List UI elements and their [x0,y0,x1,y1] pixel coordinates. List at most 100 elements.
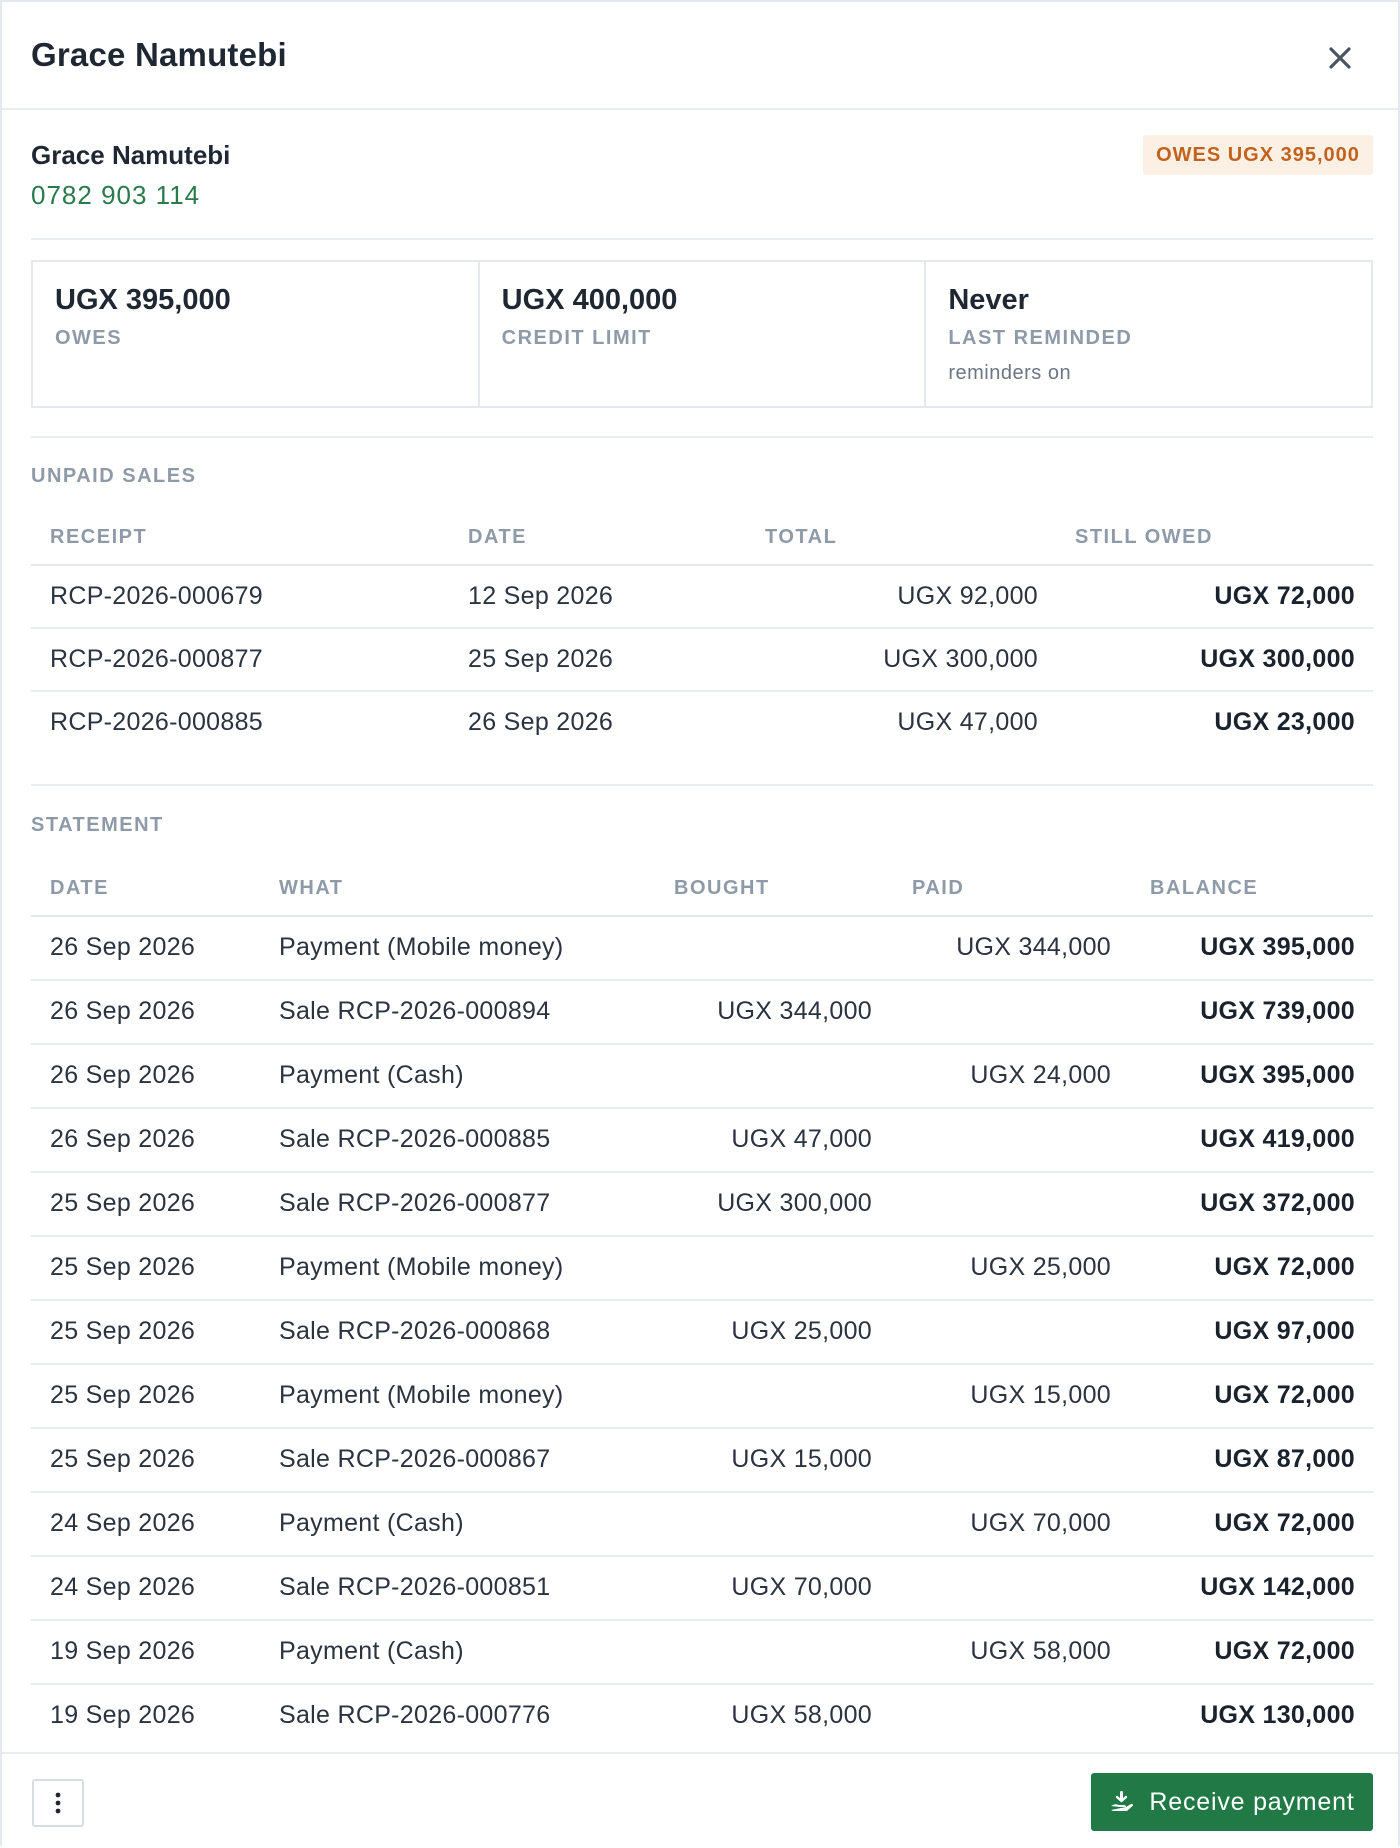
date-cell: 19 Sep 2026 [50,1701,196,1729]
stat-sub: reminders on [948,362,1072,384]
table-row: 25 Sep 2026 Payment (Mobile money) UGX 15,… [31,1365,1373,1429]
table-row: 26 Sep 2026 Payment (Cash) UGX 24,000 UGX 3… [31,1045,1373,1109]
table-row: 26 Sep 2026 Sale RCP-2026-000885 UGX 47,00… [31,1109,1373,1173]
paid-cell: UGX 15,000 [970,1381,1111,1409]
balance-cell: UGX 72,000 [1214,1637,1355,1665]
divider [31,784,1373,786]
owes-badge: OWES UGX 395,000 [1143,135,1373,175]
bought-cell: UGX 15,000 [731,1445,872,1473]
what-cell: Payment (Mobile money) [279,1253,564,1281]
date-cell: 19 Sep 2026 [50,1637,196,1665]
what-cell: Sale RCP-2026-000885 [279,1125,551,1153]
unpaid-rows: RCP-2026-000679 12 Sep 2026 UGX 92,000 UGX … [31,566,1373,755]
what-cell: Payment (Cash) [279,1061,464,1089]
balance-cell: UGX 72,000 [1214,1253,1355,1281]
total-cell: UGX 47,000 [897,708,1038,736]
stat-credit-limit: UGX 400,000 CREDIT LIMIT [480,262,927,406]
total-cell: UGX 92,000 [897,582,1038,610]
date-cell: 25 Sep 2026 [50,1253,196,1281]
bought-cell: UGX 70,000 [731,1573,872,1601]
stat-label: CREDIT LIMIT [501,327,652,349]
date-cell: 24 Sep 2026 [50,1573,196,1601]
statement-table: DATE WHAT BOUGHT PAID BALANCE 26 Sep 202… [31,857,1373,1749]
close-button[interactable] [1320,38,1360,78]
col-total: TOTAL [765,526,838,548]
what-cell: Sale RCP-2026-000868 [279,1317,551,1345]
receive-payment-label: Receive payment [1149,1787,1355,1816]
balance-cell: UGX 739,000 [1200,997,1355,1025]
more-options-button[interactable] [32,1779,84,1827]
bought-cell: UGX 25,000 [731,1317,872,1345]
customer-phone[interactable]: 0782 903 114 [31,180,201,210]
table-row: 25 Sep 2026 Sale RCP-2026-000868 UGX 25,00… [31,1301,1373,1365]
table-row[interactable]: RCP-2026-000885 26 Sep 2026 UGX 47,000 UGX … [31,692,1373,755]
table-row: 24 Sep 2026 Payment (Cash) UGX 70,000 UGX 7… [31,1493,1373,1557]
col-receipt: RECEIPT [50,526,148,548]
what-cell: Sale RCP-2026-000867 [279,1445,551,1473]
stats-panel: UGX 395,000 OWES UGX 400,000 CREDIT LIMI… [31,260,1373,408]
table-row[interactable]: RCP-2026-000877 25 Sep 2026 UGX 300,000 UGX… [31,629,1373,692]
what-cell: Sale RCP-2026-000894 [279,997,551,1025]
col-balance: BALANCE [1150,877,1259,899]
date-cell: 25 Sep 2026 [50,1381,196,1409]
what-cell: Sale RCP-2026-000851 [279,1573,551,1601]
table-header: RECEIPT DATE TOTAL STILL OWED [31,506,1373,566]
balance-cell: UGX 87,000 [1214,1445,1355,1473]
receipt-cell: RCP-2026-000679 [50,582,263,610]
balance-cell: UGX 395,000 [1200,933,1355,961]
stat-value: UGX 395,000 [55,284,231,316]
stat-label: LAST REMINDED [948,327,1133,349]
balance-cell: UGX 372,000 [1200,1189,1355,1217]
bought-cell: UGX 58,000 [731,1701,872,1729]
modal-footer: Receive payment [2,1752,1398,1848]
balance-cell: UGX 97,000 [1214,1317,1355,1345]
table-row[interactable]: RCP-2026-000679 12 Sep 2026 UGX 92,000 UGX … [31,566,1373,629]
receipt-cell: RCP-2026-000885 [50,708,263,736]
table-row: 19 Sep 2026 Payment (Cash) UGX 58,000 UGX 7… [31,1621,1373,1685]
table-row: 25 Sep 2026 Payment (Mobile money) UGX 25,… [31,1237,1373,1301]
date-cell: 12 Sep 2026 [468,582,614,610]
date-cell: 25 Sep 2026 [50,1317,196,1345]
bought-cell: UGX 344,000 [717,997,872,1025]
statement-rows: 26 Sep 2026 Payment (Mobile money) UGX 344… [31,917,1373,1749]
date-cell: 26 Sep 2026 [468,708,614,736]
still-owed-cell: UGX 72,000 [1214,582,1355,610]
balance-cell: UGX 395,000 [1200,1061,1355,1089]
still-owed-cell: UGX 23,000 [1214,708,1355,736]
customer-name: Grace Namutebi [31,140,231,170]
date-cell: 25 Sep 2026 [50,1445,196,1473]
table-header: DATE WHAT BOUGHT PAID BALANCE [31,857,1373,917]
stat-value: UGX 400,000 [501,284,678,316]
what-cell: Sale RCP-2026-000776 [279,1701,551,1729]
receipt-cell: RCP-2026-000877 [50,645,263,673]
stat-last-reminded: Never LAST REMINDED reminders on [926,262,1371,406]
unpaid-sales-table: RECEIPT DATE TOTAL STILL OWED RCP-2026-0… [31,506,1373,755]
date-cell: 25 Sep 2026 [468,645,614,673]
date-cell: 24 Sep 2026 [50,1509,196,1537]
statement-title: STATEMENT [31,814,164,836]
still-owed-cell: UGX 300,000 [1200,645,1355,673]
col-what: WHAT [279,877,344,899]
receive-payment-button[interactable]: Receive payment [1091,1773,1373,1831]
modal-title: Grace Namutebi [31,36,287,73]
what-cell: Payment (Mobile money) [279,1381,564,1409]
table-row: 25 Sep 2026 Sale RCP-2026-000867 UGX 15,00… [31,1429,1373,1493]
col-paid: PAID [912,877,965,899]
total-cell: UGX 300,000 [883,645,1038,673]
what-cell: Sale RCP-2026-000877 [279,1189,551,1217]
paid-cell: UGX 58,000 [970,1637,1111,1665]
date-cell: 26 Sep 2026 [50,933,196,961]
hand-coin-icon [1111,1791,1134,1811]
bought-cell: UGX 47,000 [731,1125,872,1153]
col-date: DATE [50,877,109,899]
balance-cell: UGX 72,000 [1214,1509,1355,1537]
table-row: 25 Sep 2026 Sale RCP-2026-000877 UGX 300,0… [31,1173,1373,1237]
balance-cell: UGX 72,000 [1214,1381,1355,1409]
paid-cell: UGX 70,000 [970,1509,1111,1537]
stat-owes: UGX 395,000 OWES [33,262,480,406]
paid-cell: UGX 344,000 [956,933,1111,961]
balance-cell: UGX 130,000 [1200,1701,1355,1729]
what-cell: Payment (Cash) [279,1637,464,1665]
balance-cell: UGX 419,000 [1200,1125,1355,1153]
